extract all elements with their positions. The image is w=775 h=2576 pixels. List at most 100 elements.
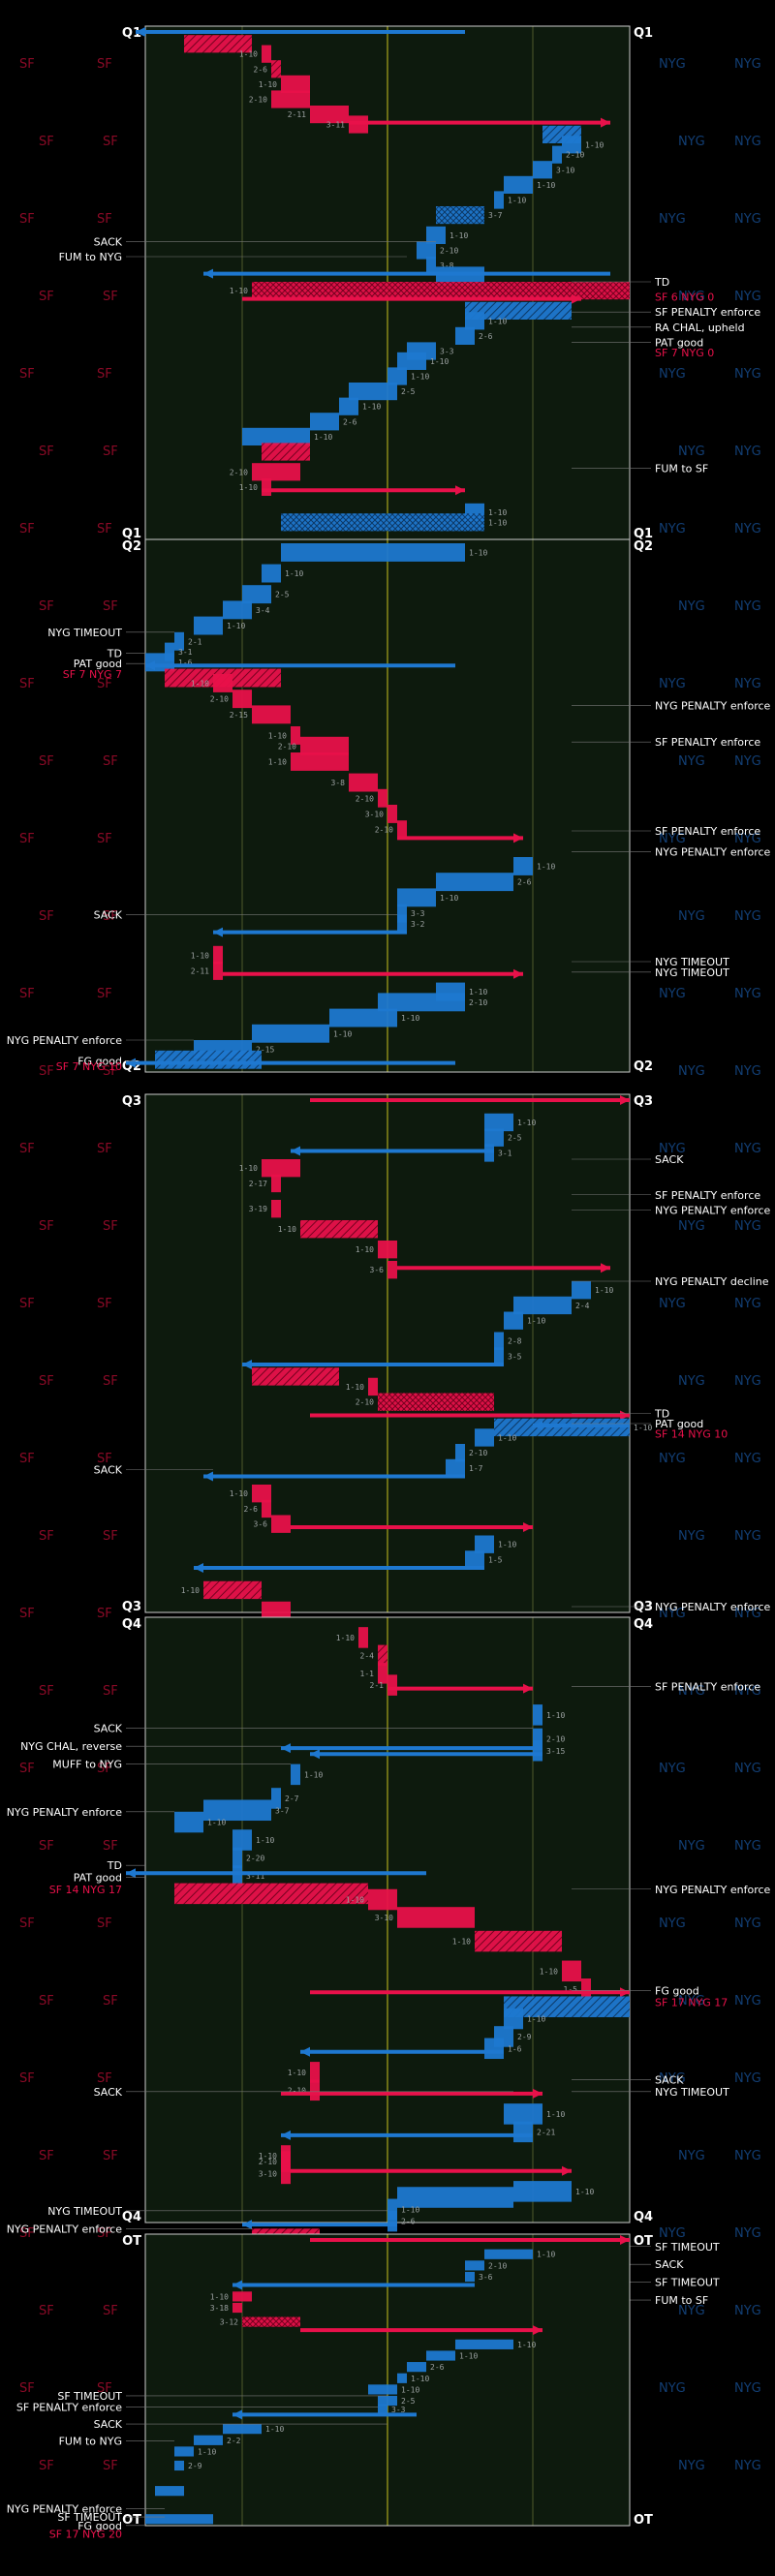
watermark-nyg: NYG xyxy=(734,1839,761,1854)
event-label: SF TIMEOUT xyxy=(57,2511,122,2524)
down-distance-label: 1-10 xyxy=(181,1586,200,1595)
down-distance-label: 3-1 xyxy=(178,648,193,657)
drive-play-sf xyxy=(262,443,310,461)
down-distance-label: 1-10 xyxy=(537,862,555,871)
quarter-label-bottom-right: OT xyxy=(634,2513,653,2528)
drive-play-sf xyxy=(378,1393,494,1411)
drive-play-nyg xyxy=(329,1008,397,1027)
watermark-sf: SF xyxy=(39,1219,54,1234)
drive-play-sf xyxy=(252,463,300,481)
watermark-nyg: NYG xyxy=(734,1297,761,1311)
drive-play-nyg xyxy=(378,993,465,1012)
drive-play-sf xyxy=(232,690,252,709)
drive-play-sf xyxy=(378,1644,388,1667)
drive-play-sf xyxy=(271,1200,281,1218)
event-label: SACK xyxy=(94,908,123,921)
drive-play-nyg xyxy=(455,2339,513,2349)
drive-play-nyg xyxy=(397,352,426,370)
down-distance-label: 1-10 xyxy=(537,181,555,190)
down-distance-label: 2-6 xyxy=(517,878,532,887)
drive-play-sf xyxy=(252,282,630,300)
down-distance-label: 3-10 xyxy=(556,166,574,174)
watermark-sf: SF xyxy=(97,2071,112,2086)
event-label: SACK xyxy=(655,1153,684,1166)
event-label: SF PENALTY enforce xyxy=(655,1189,760,1202)
drive-play-sf xyxy=(174,1883,368,1905)
drive-play-sf xyxy=(378,1663,388,1684)
event-label: NYG TIMEOUT xyxy=(655,2086,729,2099)
drive-arrowhead-nyg xyxy=(533,1421,542,1430)
watermark-sf: SF xyxy=(39,135,54,149)
event-label: FUM to NYG xyxy=(59,251,122,263)
score-label: SF 7 NYG 7 xyxy=(63,668,122,681)
down-distance-label: 1-10 xyxy=(259,80,277,89)
down-distance-label: 1-10 xyxy=(239,50,258,59)
watermark-sf: SF xyxy=(19,1607,35,1621)
watermark-nyg: NYG xyxy=(659,2071,686,2086)
quarter-label-right: Q4 xyxy=(634,1617,653,1632)
drive-play-nyg xyxy=(513,1296,572,1315)
drive-arrowhead-sf xyxy=(513,833,523,843)
down-distance-label: 1-10 xyxy=(595,1286,613,1295)
drive-play-sf xyxy=(581,1978,591,2000)
down-distance-label: 3-2 xyxy=(411,920,425,929)
down-distance-label: 2-10 xyxy=(210,695,229,704)
down-distance-label: 2-5 xyxy=(508,1134,522,1143)
down-distance-label: 1-10 xyxy=(191,951,209,960)
watermark-sf: SF xyxy=(103,754,118,769)
event-label: SACK xyxy=(655,2258,684,2271)
down-distance-label: 3-3 xyxy=(411,909,425,918)
drive-play-sf xyxy=(262,45,271,63)
drive-play-sf xyxy=(300,1220,378,1239)
event-label: PAT good xyxy=(655,1418,703,1430)
down-distance-label: 1-10 xyxy=(336,1634,355,1642)
drive-play-nyg xyxy=(465,301,572,320)
watermark-nyg: NYG xyxy=(678,290,705,304)
watermark-nyg: NYG xyxy=(734,290,761,304)
down-distance-label: 3-18 xyxy=(210,2304,229,2313)
drive-play-nyg xyxy=(271,1788,281,1809)
drive-arrowhead-nyg xyxy=(203,268,213,279)
watermark-nyg: NYG xyxy=(678,1374,705,1389)
down-distance-label: 1-10 xyxy=(401,2205,419,2214)
drive-play-nyg xyxy=(378,2404,388,2414)
down-distance-label: 3-6 xyxy=(479,2273,493,2282)
down-distance-label: 2-11 xyxy=(288,110,306,119)
event-label: NYG TIMEOUT xyxy=(655,956,729,968)
event-label: PAT good xyxy=(74,658,122,670)
down-distance-label: 2-6 xyxy=(254,65,268,74)
watermark-nyg: NYG xyxy=(659,212,686,227)
watermark-nyg: NYG xyxy=(678,1684,705,1699)
event-label: TD xyxy=(107,1859,122,1872)
drive-play-nyg xyxy=(484,2038,504,2060)
drive-play-nyg xyxy=(484,2249,533,2259)
drive-play-sf xyxy=(388,805,397,823)
watermark-nyg: NYG xyxy=(734,832,761,846)
panel-frame xyxy=(144,538,631,1073)
drive-play-nyg xyxy=(494,191,504,209)
down-distance-label: 1-10 xyxy=(362,403,381,412)
down-distance-label: 1-10 xyxy=(527,2015,545,2024)
down-distance-label: 2-5 xyxy=(275,591,290,599)
watermark-nyg: NYG xyxy=(659,2226,686,2241)
down-distance-label: 1-10 xyxy=(469,548,487,557)
drive-play-sf xyxy=(242,2316,300,2327)
drive-play-sf xyxy=(281,2151,291,2172)
watermark-nyg: NYG xyxy=(734,1994,761,2009)
down-distance-label: 1-10 xyxy=(278,1225,296,1234)
drive-play-sf xyxy=(368,1888,397,1911)
down-distance-label: 3-10 xyxy=(375,1914,393,1922)
drive-play-nyg xyxy=(397,2187,513,2208)
drive-arrowhead-nyg xyxy=(145,660,155,671)
down-distance-label: 1-10 xyxy=(314,433,332,442)
down-distance-label: 1-10 xyxy=(430,357,449,366)
drive-play-sf xyxy=(262,1499,271,1518)
watermark-nyg: NYG xyxy=(678,1839,705,1854)
watermark-sf: SF xyxy=(97,2381,112,2396)
watermark-sf: SF xyxy=(103,2459,118,2473)
drive-play-nyg xyxy=(232,1865,242,1886)
down-distance-label: 1-10 xyxy=(537,2251,555,2259)
down-distance-label: 2-8 xyxy=(508,1337,522,1346)
